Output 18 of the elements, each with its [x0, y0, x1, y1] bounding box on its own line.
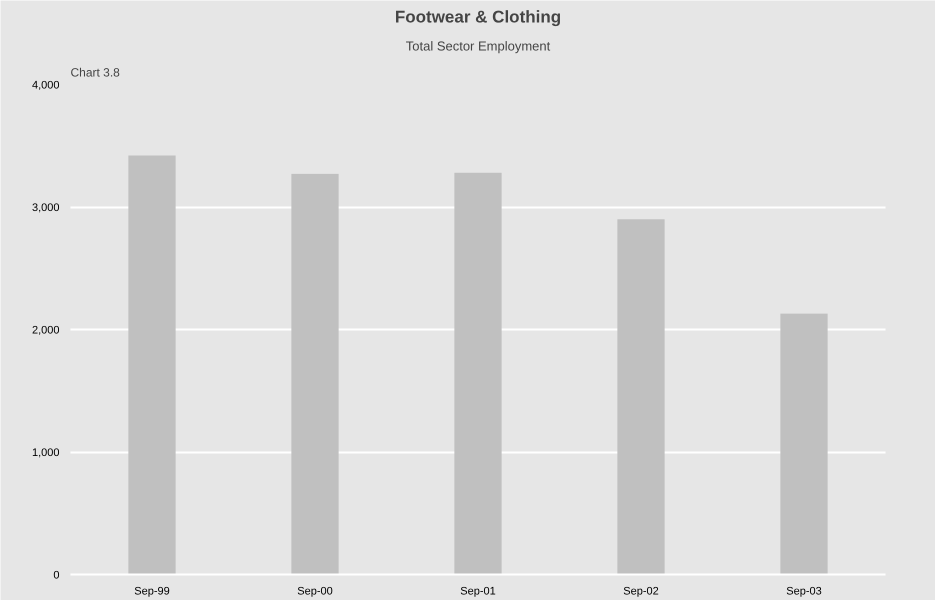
chart-title: Footwear & Clothing [394, 8, 562, 26]
x-tick-label: Sep-03 [786, 586, 822, 598]
chart-subtitle: Total Sector Employment [406, 38, 551, 54]
bar [617, 219, 665, 574]
caption: Chart 3.8 [70, 66, 120, 80]
x-tick-label: Sep-01 [460, 586, 496, 598]
y-tick-label: 3,000 [32, 202, 60, 214]
y-tick-label: 1,000 [32, 447, 60, 459]
x-tick-label: Sep-02 [623, 586, 659, 598]
x-tick-label: Sep-99 [134, 586, 170, 598]
y-tick-label: 2,000 [32, 324, 60, 336]
y-tick-label: 0 [53, 570, 60, 582]
bar [454, 172, 502, 574]
bar [291, 174, 339, 574]
y-tick-label: 4,000 [32, 80, 60, 92]
bar [128, 156, 176, 574]
bar [780, 314, 828, 574]
x-tick-label: Sep-00 [297, 586, 333, 598]
